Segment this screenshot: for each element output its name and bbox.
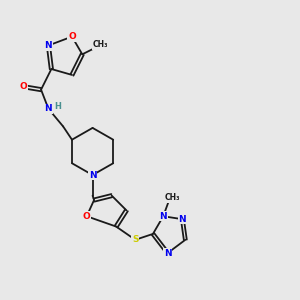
Text: N: N [45,41,52,50]
Text: O: O [83,212,91,221]
Text: N: N [164,249,172,258]
Text: S: S [132,235,139,244]
Text: N: N [159,212,167,221]
Text: N: N [45,104,52,113]
Text: CH₃: CH₃ [93,40,108,49]
Text: O: O [68,32,76,41]
Text: CH₃: CH₃ [164,193,180,202]
Text: O: O [20,82,27,91]
Text: N: N [89,170,96,179]
Text: N: N [178,215,186,224]
Text: H: H [54,102,61,111]
